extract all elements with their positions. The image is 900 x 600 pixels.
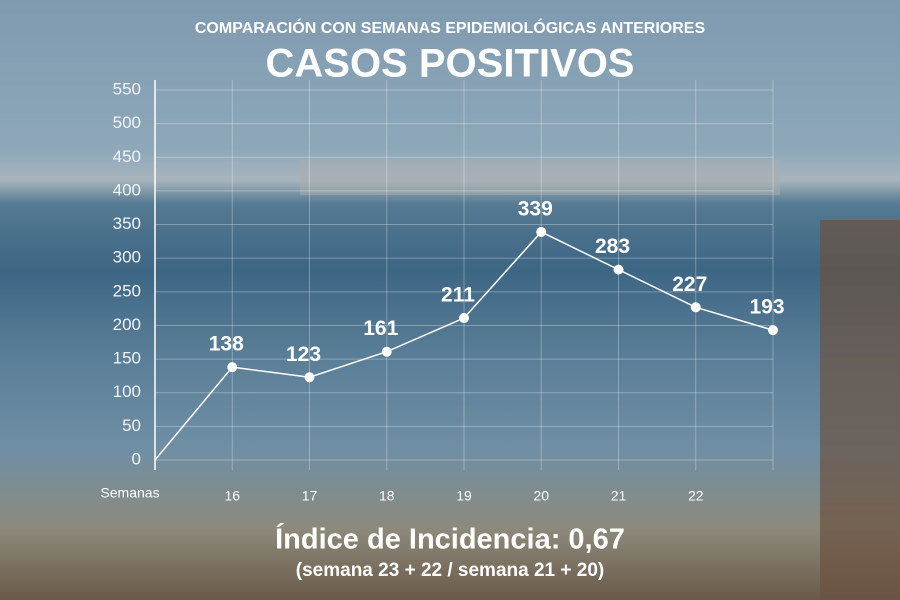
y-tick-label: 50: [122, 416, 141, 435]
value-label: 138: [209, 333, 244, 356]
point: [613, 264, 624, 275]
point: [459, 313, 469, 324]
y-tick-label: 150: [113, 349, 141, 368]
point: [690, 302, 701, 313]
point: [304, 372, 315, 383]
x-tick-label: 17: [302, 488, 318, 504]
annotation: Índice de Incidencia: 0,67: [275, 522, 625, 556]
y-tick-label: 400: [113, 180, 141, 199]
supertitle: COMPARACIÓN CON SEMANAS EPIDEMIOLÓGICAS …: [195, 18, 706, 37]
value-label: 161: [363, 317, 398, 340]
x-tick-label: 19: [456, 488, 472, 504]
y-tick-label: 500: [113, 113, 141, 132]
y-tick-label: 100: [113, 382, 141, 401]
value-label: 211: [441, 284, 475, 307]
y-tick-label: 450: [113, 147, 141, 166]
y-tick-label: 350: [113, 214, 141, 233]
y-tick-label: 200: [113, 315, 141, 334]
cliff: [820, 220, 900, 600]
x-tick-label: 21: [611, 488, 627, 504]
y-tick-label: 250: [113, 281, 141, 300]
x-tick-label: 16: [224, 488, 240, 504]
annotation: (semana 23 + 22 / semana 21 + 20): [296, 560, 604, 581]
value-label: 123: [286, 343, 321, 366]
point: [227, 362, 238, 373]
point: [381, 346, 392, 357]
x-axis-label: Semanas: [100, 485, 159, 501]
y-tick-label: 0: [132, 449, 141, 468]
x-tick-label: 20: [533, 488, 549, 504]
y-tick-label: 300: [113, 248, 141, 267]
value-label: 193: [749, 296, 784, 319]
title: CASOS POSITIVOS: [266, 42, 635, 86]
x-tick-label: 18: [379, 488, 395, 504]
value-label: 339: [518, 197, 553, 220]
value-label: 283: [595, 235, 630, 258]
x-tick-label: 22: [688, 488, 704, 504]
value-label: 227: [672, 273, 707, 296]
city: [300, 160, 780, 195]
point: [536, 226, 547, 237]
y-tick-label: 550: [113, 79, 141, 98]
point: [768, 325, 778, 336]
